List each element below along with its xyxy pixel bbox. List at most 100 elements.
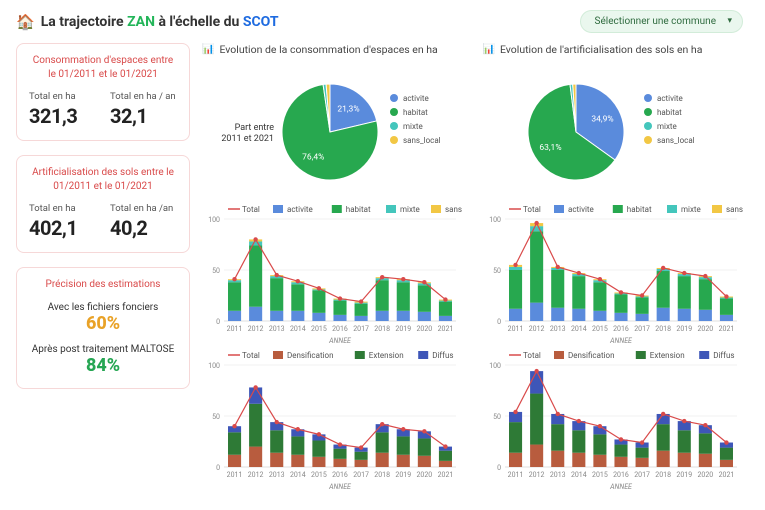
svg-text:2021: 2021 [438, 471, 454, 479]
stacked-bar-a-left: Totalactivitehabitatmixtesans_local05010… [202, 201, 462, 347]
svg-text:0: 0 [216, 464, 220, 472]
svg-text:mixte: mixte [403, 122, 423, 131]
svg-text:100: 100 [489, 362, 501, 370]
bar-panel-b-left: TotalDensificationExtensionDiffus0501002… [202, 347, 469, 493]
svg-text:ANNEE: ANNEE [328, 337, 352, 345]
precision-row: Après post traitement MALTOSE 84% [29, 344, 177, 376]
pie-panel-right: 📊Evolution de l'artificialisation des so… [483, 43, 750, 201]
svg-text:2015: 2015 [592, 471, 608, 479]
svg-text:2015: 2015 [311, 471, 327, 479]
svg-text:2011: 2011 [507, 471, 523, 479]
svg-text:2017: 2017 [634, 471, 650, 479]
svg-text:Extension: Extension [649, 351, 684, 360]
precision-row: Avec les fichiers fonciers 60% [29, 302, 177, 334]
pie-chart-artificialisation: 34,9%63,1%activitehabitatmixtesans_local [483, 60, 743, 200]
svg-text:2021: 2021 [718, 471, 734, 479]
svg-text:2018: 2018 [374, 471, 390, 479]
svg-text:Part entre2011 et 2021: Part entre2011 et 2021 [221, 123, 274, 144]
svg-text:2016: 2016 [613, 325, 629, 333]
svg-text:2020: 2020 [416, 471, 432, 479]
stacked-bar-b-right: TotalDensificationExtensionDiffus0501002… [483, 347, 743, 493]
svg-text:activite: activite [657, 94, 683, 103]
svg-text:2021: 2021 [718, 325, 734, 333]
svg-text:50: 50 [493, 413, 501, 421]
svg-text:mixte: mixte [400, 205, 420, 214]
svg-text:sans_local: sans_local [445, 205, 462, 214]
svg-text:2014: 2014 [570, 325, 586, 333]
svg-text:mixte: mixte [681, 205, 701, 214]
stacked-bar-b-left: TotalDensificationExtensionDiffus0501002… [202, 347, 462, 493]
svg-text:50: 50 [212, 413, 220, 421]
bar-panel-a-right: Totalactivitehabitatmixtesans_local05010… [483, 201, 750, 347]
house-icon: 🏠 [16, 13, 35, 31]
bar-panel-a-left: Totalactivitehabitatmixtesans_local05010… [202, 201, 469, 347]
svg-text:Densification: Densification [568, 351, 615, 360]
svg-text:2017: 2017 [353, 325, 369, 333]
svg-text:50: 50 [212, 267, 220, 275]
stat-total-ha-an: Total en ha /an 40,2 [110, 203, 177, 240]
svg-text:2021: 2021 [438, 325, 454, 333]
sidebar: Consommation d'espaces entre le 01/2011 … [16, 43, 190, 493]
card-consommation: Consommation d'espaces entre le 01/2011 … [16, 43, 190, 141]
svg-text:activite: activite [568, 205, 594, 214]
svg-text:100: 100 [489, 216, 501, 224]
bar-chart-icon: 📊 [202, 44, 214, 55]
svg-text:Total: Total [242, 351, 260, 360]
svg-text:0: 0 [216, 318, 220, 326]
svg-text:2020: 2020 [416, 325, 432, 333]
bar-panel-b-right: TotalDensificationExtensionDiffus0501002… [483, 347, 750, 493]
svg-text:2012: 2012 [528, 325, 544, 333]
svg-text:Total: Total [523, 205, 541, 214]
commune-select[interactable]: Sélectionner une commune [580, 10, 743, 33]
header: 🏠 La trajectoire ZAN à l'échelle du SCOT… [0, 0, 765, 43]
svg-text:habitat: habitat [403, 108, 428, 117]
svg-text:2019: 2019 [676, 471, 692, 479]
svg-text:2012: 2012 [248, 471, 264, 479]
svg-text:2013: 2013 [269, 325, 285, 333]
svg-text:100: 100 [208, 362, 220, 370]
svg-text:sans_local: sans_local [726, 205, 743, 214]
svg-text:Diffus: Diffus [432, 351, 453, 360]
svg-text:2017: 2017 [353, 471, 369, 479]
svg-text:2011: 2011 [507, 325, 523, 333]
svg-text:0: 0 [497, 318, 501, 326]
svg-text:2013: 2013 [549, 325, 565, 333]
stat-total-ha: Total en ha 402,1 [29, 203, 96, 240]
svg-text:2019: 2019 [395, 471, 411, 479]
card-heading: Consommation d'espaces entre le 01/2011 … [29, 54, 177, 81]
bar-chart-icon: 📊 [483, 44, 495, 55]
chart-grid: 📊Evolution de la consommation d'espaces … [202, 43, 749, 493]
svg-text:2011: 2011 [227, 325, 243, 333]
svg-text:activite: activite [403, 94, 429, 103]
svg-text:Densification: Densification [287, 351, 334, 360]
svg-text:2018: 2018 [655, 471, 671, 479]
svg-text:2020: 2020 [697, 325, 713, 333]
svg-text:2018: 2018 [374, 325, 390, 333]
svg-text:2020: 2020 [697, 471, 713, 479]
stacked-bar-a-right: Totalactivitehabitatmixtesans_local05010… [483, 201, 743, 347]
svg-text:2014: 2014 [290, 471, 306, 479]
card-precision: Précision des estimations Avec les fichi… [16, 267, 190, 389]
svg-text:50: 50 [493, 267, 501, 275]
svg-text:21,3%: 21,3% [337, 105, 359, 115]
svg-text:2011: 2011 [227, 471, 243, 479]
card-heading: Artificialisation des sols entre le 01/2… [29, 166, 177, 193]
svg-text:76,4%: 76,4% [302, 153, 324, 163]
svg-text:habitat: habitat [657, 108, 682, 117]
svg-text:2017: 2017 [634, 325, 650, 333]
card-heading: Précision des estimations [29, 278, 177, 292]
svg-text:ANNEE: ANNEE [609, 483, 633, 491]
pie-panel-left: 📊Evolution de la consommation d'espaces … [202, 43, 469, 201]
svg-text:habitat: habitat [346, 205, 371, 214]
svg-text:0: 0 [497, 464, 501, 472]
svg-text:100: 100 [208, 216, 220, 224]
stat-total-ha-an: Total en ha / an 32,1 [110, 91, 177, 128]
svg-text:63,1%: 63,1% [539, 143, 561, 153]
svg-text:ANNEE: ANNEE [609, 337, 633, 345]
stat-total-ha: Total en ha 321,3 [29, 91, 96, 128]
svg-text:2018: 2018 [655, 325, 671, 333]
svg-text:Total: Total [242, 205, 260, 214]
svg-text:2015: 2015 [592, 325, 608, 333]
pie-chart-consommation: 21,3% 76,4% Part entre2011 et 2021 activite… [202, 60, 462, 200]
svg-text:2016: 2016 [613, 471, 629, 479]
